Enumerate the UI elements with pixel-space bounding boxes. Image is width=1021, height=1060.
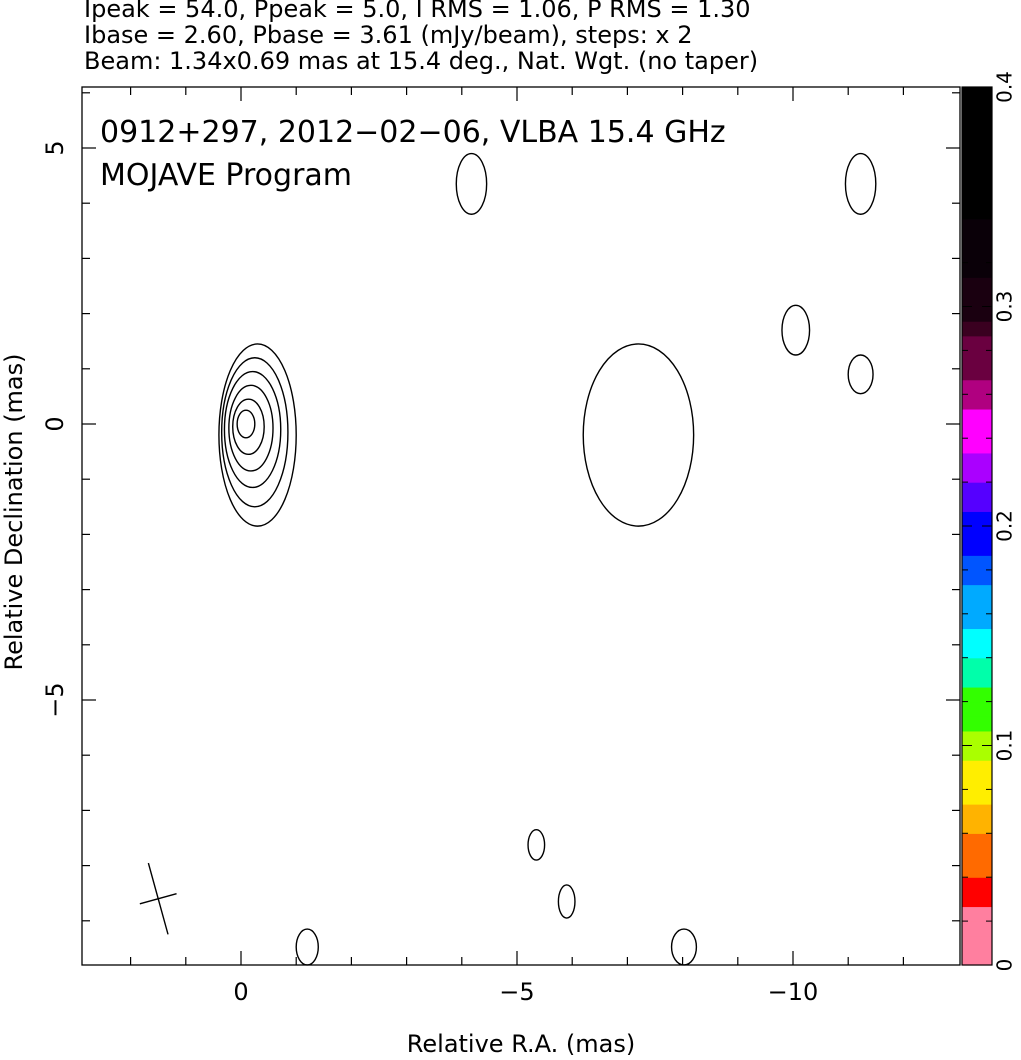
colorbar-band: [962, 277, 992, 293]
colorbar-band: [962, 365, 992, 381]
colorbar-band: [962, 833, 992, 849]
colorbar-band: [962, 394, 992, 410]
colorbar-band: [962, 921, 992, 937]
colorbar-band: [962, 891, 992, 908]
blob-contour: [295, 928, 319, 966]
colorbar-band: [962, 116, 992, 132]
colorbar-band: [962, 87, 992, 103]
x-tick-label: −10: [768, 978, 819, 1006]
colorbar-tick-label: 0.4: [993, 71, 1017, 103]
plot-frame: [81, 86, 961, 966]
colorbar-band: [962, 628, 992, 644]
colorbar-band: [962, 379, 992, 395]
core-contour: [220, 357, 289, 508]
blob-contour: [781, 304, 811, 356]
colorbar-band: [962, 935, 992, 951]
colorbar-band: [962, 101, 992, 117]
colorbar-band: [962, 291, 992, 308]
blob-contour: [582, 343, 695, 527]
colorbar-band: [962, 204, 992, 220]
header-line-2: Ibase = 2.60, Pbase = 3.61 (mJy/beam), s…: [84, 21, 693, 49]
blob-contour: [847, 354, 874, 395]
y-tick-label: −5: [41, 682, 69, 717]
colorbar-band: [962, 584, 992, 600]
colorbar-band: [962, 247, 992, 264]
colorbar-tick-label: 0.3: [993, 291, 1017, 323]
core-contour: [232, 398, 265, 456]
colorbar-band: [962, 657, 992, 673]
colorbar-band: [962, 335, 992, 351]
colorbar-band: [962, 423, 992, 439]
header-line-1: Ipeak = 54.0, Ppeak = 5.0, I RMS = 1.06,…: [84, 0, 751, 23]
colorbar-band: [962, 760, 992, 776]
colorbar-band: [962, 306, 992, 322]
colorbar-band: [962, 145, 992, 161]
blob-contour: [557, 884, 576, 919]
blob-contour: [455, 152, 488, 215]
colorbar-band: [962, 862, 992, 878]
colorbar-band: [962, 599, 992, 615]
blob-contour: [670, 928, 698, 966]
colorbar-band: [962, 408, 992, 425]
colorbar-band: [962, 877, 992, 893]
colorbar-tick-label: 0: [993, 959, 1017, 972]
beam-minor-axis: [139, 892, 177, 905]
colorbar-band: [962, 818, 992, 834]
colorbar-band: [962, 716, 992, 732]
core-contour: [218, 343, 297, 527]
y-axis-label: Relative Declination (mas): [0, 353, 28, 670]
x-axis-label: Relative R.A. (mas): [407, 1030, 635, 1058]
colorbar-band: [962, 160, 992, 176]
colorbar-band: [962, 452, 992, 469]
colorbar-band: [962, 701, 992, 717]
plot-title-line: MOJAVE Program: [100, 158, 352, 193]
colorbar-tick-label: 0.1: [993, 730, 1017, 762]
colorbar-band: [962, 789, 992, 805]
colorbar-band: [962, 511, 992, 527]
colorbar-band: [962, 613, 992, 630]
colorbar-band: [962, 804, 992, 820]
colorbar-band: [962, 189, 992, 205]
colorbar-band: [962, 569, 992, 586]
colorbar-band: [962, 847, 992, 864]
colorbar-band: [962, 482, 992, 498]
colorbar-band: [962, 321, 992, 337]
colorbar-band: [962, 218, 992, 234]
blob-contour: [527, 829, 546, 861]
colorbar-band: [962, 745, 992, 761]
core-contour: [223, 370, 282, 489]
colorbar-band: [962, 467, 992, 483]
colorbar-band: [962, 350, 992, 366]
y-tick-label: 0: [41, 416, 69, 431]
colorbar-band: [962, 774, 992, 790]
colorbar-band: [962, 130, 992, 147]
colorbar-band: [962, 540, 992, 556]
colorbar-band: [962, 438, 992, 454]
colorbar-tick-label: 0.2: [993, 510, 1017, 542]
colorbar-band: [962, 262, 992, 278]
colorbar-band: [962, 643, 992, 659]
core-contour: [236, 409, 256, 439]
colorbar-band: [962, 672, 992, 688]
colorbar-band: [962, 233, 992, 249]
colorbar-band: [962, 555, 992, 571]
x-tick-label: −5: [499, 978, 534, 1006]
blob-contour: [844, 152, 877, 215]
x-tick-label: 0: [233, 978, 248, 1006]
colorbar-band: [962, 906, 992, 922]
colorbar-band: [962, 496, 992, 512]
plot-title-line: 0912+297, 2012−02−06, VLBA 15.4 GHz: [100, 115, 726, 150]
colorbar-band: [962, 526, 992, 542]
colorbar-band: [962, 730, 992, 747]
colorbar-band: [962, 174, 992, 191]
core-contour: [228, 384, 274, 472]
y-tick-label: 5: [41, 140, 69, 155]
colorbar-band: [962, 686, 992, 703]
colorbar-band: [962, 950, 992, 966]
header-line-3: Beam: 1.34x0.69 mas at 15.4 deg., Nat. W…: [84, 47, 759, 75]
